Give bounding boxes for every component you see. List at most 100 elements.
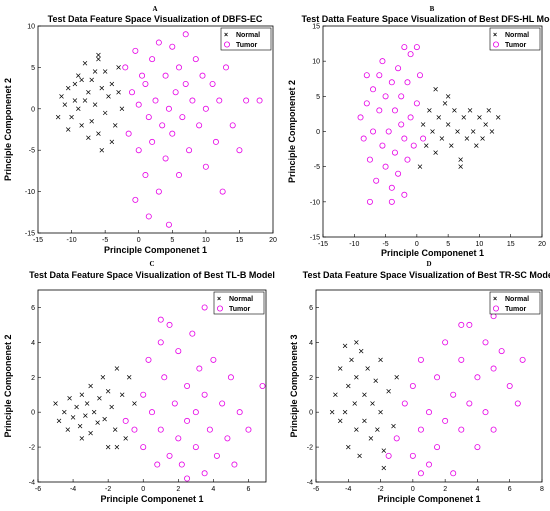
normal-point	[97, 395, 102, 401]
normal-point	[59, 94, 64, 99]
tumor-point	[401, 400, 408, 407]
tumor-point	[256, 97, 263, 104]
tumor-point	[140, 444, 147, 451]
tumor-point	[132, 196, 139, 203]
normal-point	[354, 340, 359, 345]
normal-point	[458, 164, 463, 169]
x-axis-label: Principle Componenet 1	[377, 494, 480, 504]
x-tick-label: 2	[443, 486, 447, 493]
legend-normal-label: Normal	[505, 32, 529, 39]
normal-point	[378, 357, 383, 363]
x-tick-label: 2	[176, 486, 180, 493]
tumor-point	[192, 56, 199, 63]
tumor-point	[175, 172, 182, 179]
normal-point	[352, 401, 357, 406]
tumor-point	[182, 80, 189, 87]
normal-point	[62, 102, 68, 107]
x-tick-label: 6	[247, 486, 251, 493]
tumor-point	[210, 356, 217, 363]
x-tick-label: -6	[313, 486, 319, 493]
tumor-point	[148, 409, 155, 416]
tumor-point	[231, 461, 238, 468]
normal-point	[342, 343, 348, 349]
normal-point	[132, 401, 137, 406]
tumor-point	[196, 122, 203, 129]
panel-letter: B	[430, 5, 435, 13]
tumor-point	[184, 382, 191, 389]
normal-point	[458, 157, 463, 162]
y-tick-label: 4	[31, 340, 35, 347]
legend-box	[220, 27, 272, 51]
tumor-point	[434, 374, 441, 381]
panel-a: A Test Data Feature Space Visualization …	[3, 5, 277, 255]
normal-point	[417, 164, 423, 169]
tumor-point	[407, 51, 414, 58]
tumor-point	[202, 163, 209, 170]
legend-tumor-marker	[492, 41, 499, 48]
x-tick-label: -5	[382, 241, 388, 248]
tumor-point	[458, 356, 465, 363]
normal-point	[430, 129, 435, 134]
normal-point	[119, 392, 125, 397]
chart-title: Test Data Feature Space Visualization of…	[303, 270, 550, 280]
tumor-point	[363, 100, 370, 107]
y-axis-label: Principle Componenet 2	[287, 80, 297, 183]
tumor-point	[458, 426, 465, 433]
tumor-point	[149, 56, 156, 63]
tumor-point	[379, 58, 386, 65]
normal-point	[427, 108, 432, 113]
x-tick-label: -6	[35, 486, 41, 493]
normal-point	[53, 401, 58, 406]
chart-title: Test Data Feature Space Visualization of…	[48, 14, 263, 24]
normal-point	[76, 106, 81, 112]
normal-point	[106, 94, 111, 99]
x-tick-label: 0	[411, 486, 415, 493]
normal-point	[95, 420, 100, 425]
normal-point	[86, 135, 91, 141]
x-tick-label: 5	[446, 241, 450, 248]
normal-point	[102, 69, 108, 74]
normal-point	[480, 136, 485, 141]
tumor-point	[142, 80, 149, 87]
normal-point	[483, 122, 488, 127]
tumor-point	[474, 444, 481, 451]
legend-tumor-label: Tumor	[505, 306, 527, 313]
tumor-point	[379, 142, 386, 149]
y-tick-label: 5	[316, 94, 320, 101]
tumor-point	[169, 43, 176, 50]
normal-point	[342, 409, 348, 415]
plot-area	[37, 25, 274, 234]
tumor-point	[149, 138, 156, 145]
normal-point	[357, 453, 362, 459]
y-tick-label: -2	[307, 445, 313, 452]
tumor-point	[391, 149, 398, 156]
tumor-point	[450, 470, 457, 477]
panel-d: D Test Data Feature Space Visualization …	[289, 260, 550, 504]
panel-c: C Test Data Feature Space Visualization …	[3, 260, 275, 504]
x-tick-label: 15	[507, 241, 515, 248]
tumor-point	[519, 356, 526, 363]
tumor-point	[401, 135, 408, 142]
normal-point	[358, 348, 364, 354]
normal-point	[381, 448, 387, 453]
tumor-point	[401, 44, 408, 51]
normal-point	[449, 143, 454, 148]
normal-point	[346, 444, 351, 450]
normal-point	[105, 444, 111, 450]
tumor-point	[425, 461, 432, 468]
x-tick-label: -5	[102, 237, 108, 244]
x-tick-label: 20	[269, 237, 277, 244]
y-tick-label: 10	[312, 59, 320, 66]
tumor-point	[370, 86, 377, 93]
tumor-point	[409, 452, 416, 459]
normal-point	[105, 388, 111, 394]
tumor-point	[189, 97, 196, 104]
panel-letter: A	[152, 5, 157, 13]
x-tick-label: 10	[202, 237, 210, 244]
legend: × Normal Tumor	[489, 291, 541, 315]
y-tick-label: 2	[31, 375, 35, 382]
x-tick-label: 6	[508, 486, 512, 493]
chart-title: Test Data Feature Space Visualization of…	[29, 270, 275, 280]
y-tick-label: -2	[29, 445, 35, 452]
tumor-point	[442, 417, 449, 424]
